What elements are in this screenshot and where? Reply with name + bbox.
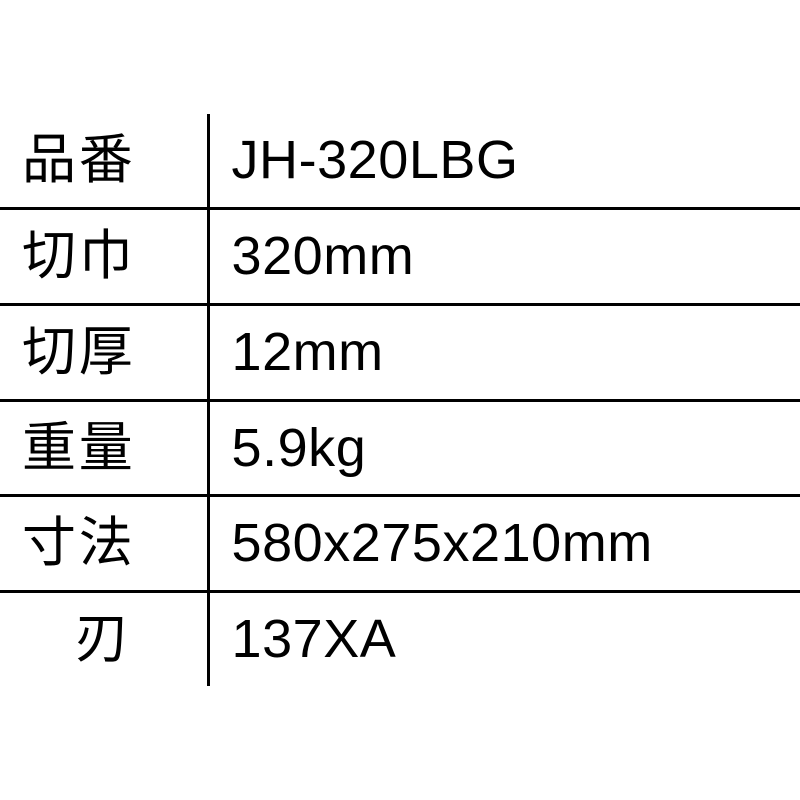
spec-value: JH-320LBG	[208, 114, 800, 208]
spec-table: 品番 JH-320LBG 切巾 320mm 切厚 12mm 重量 5.9kg 寸…	[0, 114, 800, 686]
spec-label: 切巾	[0, 208, 208, 304]
spec-value: 137XA	[208, 592, 800, 686]
table-row: 品番 JH-320LBG	[0, 114, 800, 208]
spec-table-body: 品番 JH-320LBG 切巾 320mm 切厚 12mm 重量 5.9kg 寸…	[0, 114, 800, 686]
spec-value: 12mm	[208, 304, 800, 400]
spec-value: 320mm	[208, 208, 800, 304]
table-row: 重量 5.9kg	[0, 400, 800, 496]
spec-table-container: 品番 JH-320LBG 切巾 320mm 切厚 12mm 重量 5.9kg 寸…	[0, 114, 800, 686]
spec-value: 5.9kg	[208, 400, 800, 496]
table-row: 切厚 12mm	[0, 304, 800, 400]
spec-label: 品番	[0, 114, 208, 208]
table-row: 切巾 320mm	[0, 208, 800, 304]
spec-value: 580x275x210mm	[208, 496, 800, 592]
table-row: 刃 137XA	[0, 592, 800, 686]
spec-label: 切厚	[0, 304, 208, 400]
spec-label: 刃	[0, 592, 208, 686]
spec-label: 寸法	[0, 496, 208, 592]
spec-label: 重量	[0, 400, 208, 496]
table-row: 寸法 580x275x210mm	[0, 496, 800, 592]
